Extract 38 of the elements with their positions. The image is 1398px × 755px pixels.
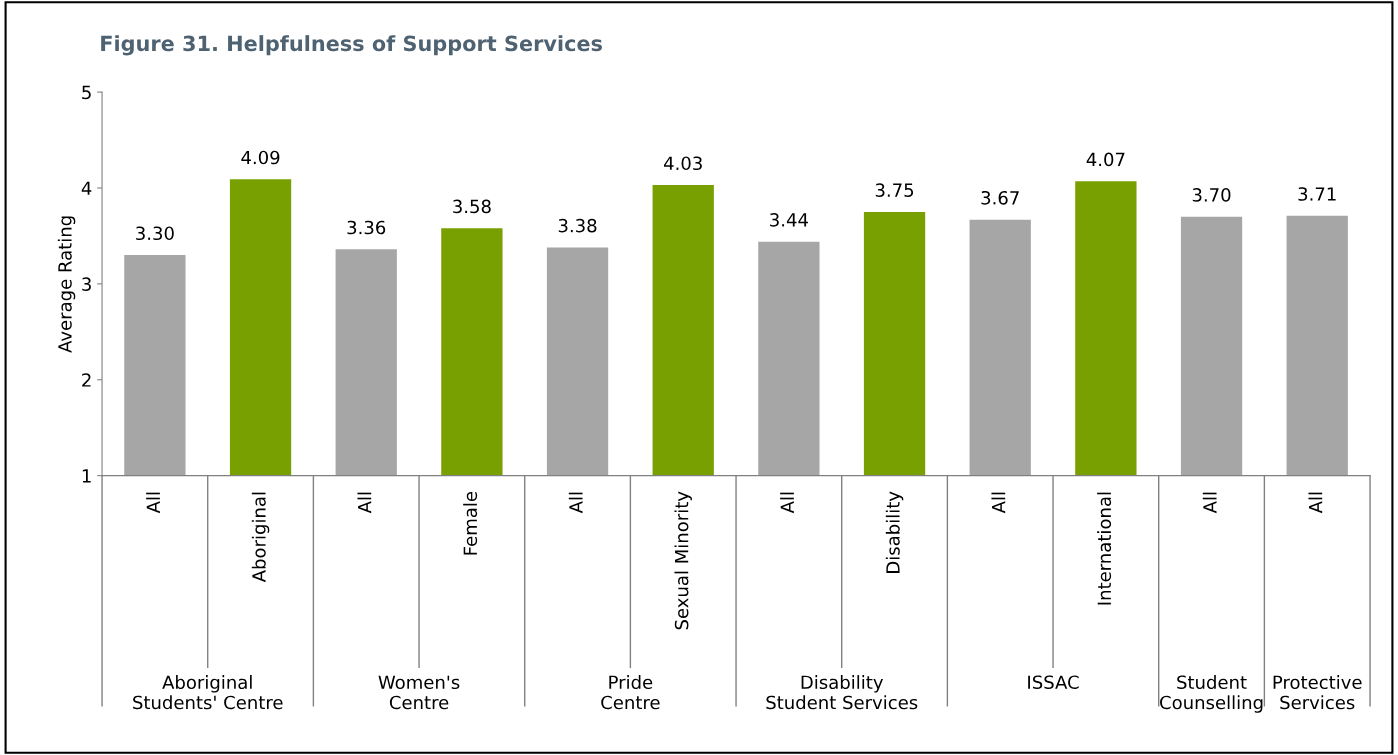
x-tick-label: All bbox=[991, 492, 1006, 514]
data-label: 3.71 bbox=[1298, 187, 1336, 201]
data-label: 3.70 bbox=[1192, 188, 1231, 202]
y-tick-label: 4 bbox=[81, 181, 92, 195]
data-label: 4.03 bbox=[664, 156, 702, 171]
data-label: 4.07 bbox=[1086, 152, 1125, 167]
text: ISSAC bbox=[1028, 675, 1079, 690]
x-tick-label: Female bbox=[463, 491, 478, 555]
data-label: 3.44 bbox=[770, 213, 808, 227]
x-tick-label: All bbox=[146, 492, 160, 514]
x-tick-label: Disability bbox=[885, 491, 904, 573]
y-tick-label: 2 bbox=[82, 373, 91, 387]
text: Disability Student Services bbox=[766, 675, 918, 710]
y-axis-title: Average Rating bbox=[57, 216, 76, 353]
x-tick-label: All bbox=[1308, 492, 1323, 514]
x-tick-label: All bbox=[1202, 492, 1217, 514]
x-tick-label: All bbox=[780, 492, 794, 514]
data-label: 3.75 bbox=[875, 183, 914, 197]
text: Aboriginal Students' Centre bbox=[133, 675, 283, 710]
text: Women's Centre bbox=[378, 675, 460, 710]
data-label: 3.58 bbox=[453, 199, 491, 214]
data-label: 3.38 bbox=[558, 218, 597, 233]
text: Protective Services bbox=[1273, 675, 1362, 710]
y-tick-label: 3 bbox=[82, 277, 91, 291]
x-tick-label: International bbox=[1097, 492, 1112, 605]
data-label: 3.67 bbox=[981, 190, 1019, 205]
data-label: 3.30 bbox=[136, 226, 174, 241]
x-tick-label: Aboriginal bbox=[251, 492, 270, 583]
chart-title: Figure 31. Helpfulness of Support Services bbox=[101, 35, 602, 56]
x-tick-label: Sexual Minority bbox=[674, 491, 692, 630]
x-tick-label: All bbox=[568, 492, 583, 514]
y-tick-label: 5 bbox=[82, 85, 91, 100]
y-tick-label: 1 bbox=[82, 469, 91, 483]
text: Pride Centre bbox=[601, 675, 660, 710]
data-label: 4.09 bbox=[241, 150, 280, 165]
text: Student Counselling bbox=[1160, 675, 1263, 713]
x-tick-label: All bbox=[357, 492, 372, 514]
data-label: 3.36 bbox=[347, 220, 386, 235]
